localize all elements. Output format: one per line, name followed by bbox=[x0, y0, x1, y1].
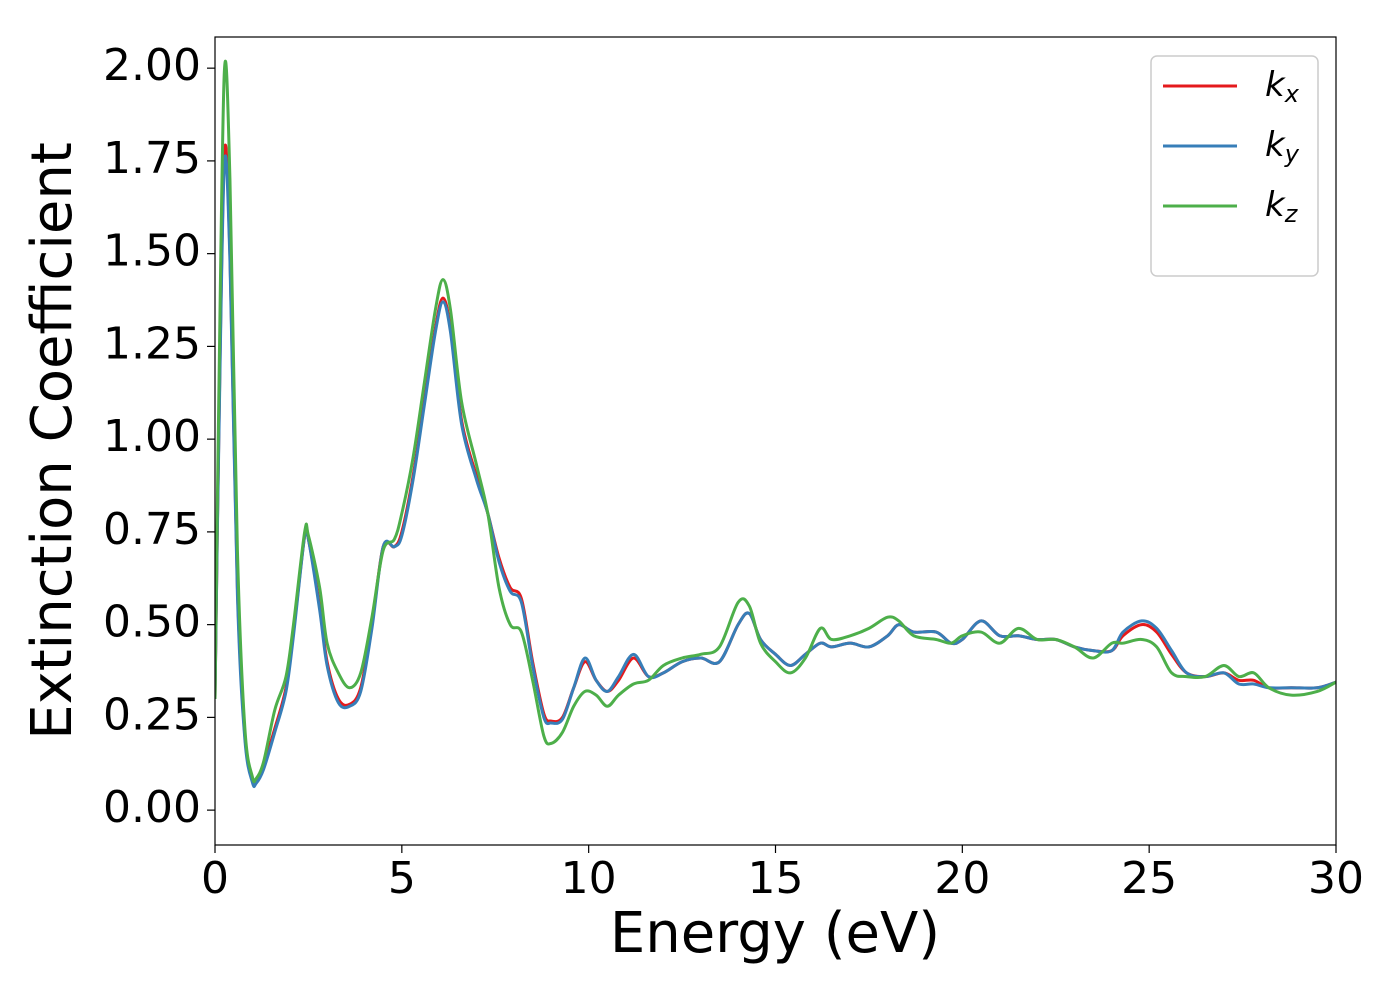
y-tick-label: 1.50 bbox=[103, 226, 201, 277]
y-tick-label: 0.50 bbox=[103, 597, 201, 648]
series-line bbox=[215, 59, 1336, 784]
x-tick-label: 15 bbox=[748, 853, 804, 904]
x-tick-label: 5 bbox=[388, 853, 416, 904]
y-tick-label: 0.25 bbox=[103, 689, 201, 740]
plot-frame bbox=[214, 36, 1337, 846]
legend-label: kx bbox=[1265, 65, 1300, 109]
y-tick-label: 0.75 bbox=[103, 504, 201, 555]
y-tick-label: 1.00 bbox=[103, 411, 201, 462]
legend-label: kz bbox=[1265, 185, 1299, 229]
x-axis-label: Energy (eV) bbox=[610, 901, 940, 966]
y-tick-label: 1.25 bbox=[103, 318, 201, 369]
x-tick-label: 10 bbox=[561, 853, 617, 904]
x-tick-label: 0 bbox=[201, 853, 229, 904]
x-tick-label: 30 bbox=[1308, 853, 1364, 904]
legend-box bbox=[1150, 55, 1319, 277]
y-tick-label: 2.00 bbox=[103, 40, 201, 91]
legend-label: ky bbox=[1265, 125, 1300, 169]
y-tick-label: 1.75 bbox=[103, 133, 201, 184]
x-tick-label: 25 bbox=[1121, 853, 1177, 904]
y-tick-label: 0.00 bbox=[103, 782, 201, 833]
x-tick-label: 20 bbox=[934, 853, 990, 904]
y-axis-label: Extinction Coefficient bbox=[20, 142, 85, 740]
